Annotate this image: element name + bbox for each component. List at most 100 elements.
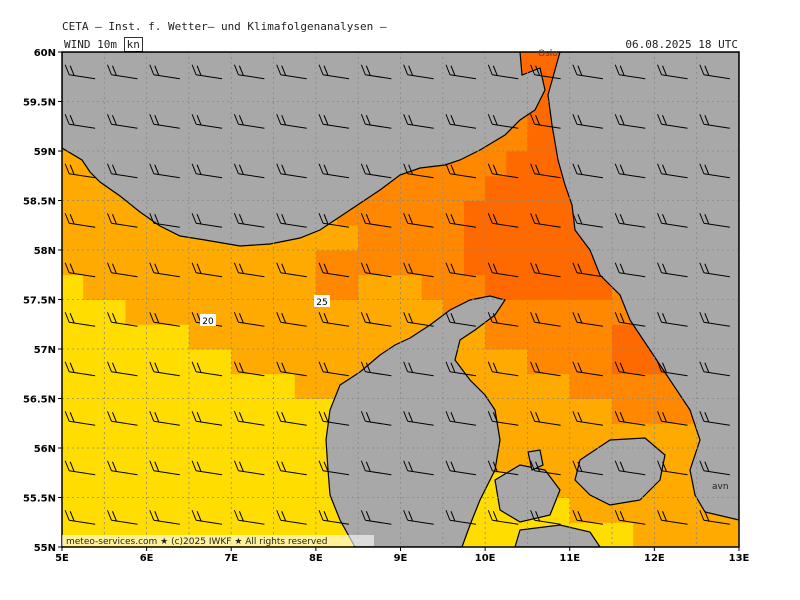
wind-barb <box>360 411 392 426</box>
wind-barb <box>445 312 477 327</box>
wind-barb <box>360 262 392 278</box>
wind-barb <box>276 114 307 129</box>
wind-barb <box>318 64 350 80</box>
wind-cell <box>527 423 550 449</box>
wind-cell <box>210 497 232 523</box>
wind-barb <box>318 163 350 179</box>
contour-label-box <box>314 295 330 307</box>
wind-barb <box>403 460 434 476</box>
wind-cell <box>485 373 507 399</box>
wind-barb <box>233 510 265 525</box>
wind-barb <box>657 361 688 377</box>
wind-cell <box>294 274 317 300</box>
wind-barb <box>487 163 519 179</box>
wind-barb <box>107 262 138 278</box>
wind-cell <box>463 225 486 251</box>
wind-cell <box>379 299 401 325</box>
wind-cell <box>146 472 169 498</box>
wind-barb <box>107 361 138 377</box>
wind-cell <box>294 324 317 350</box>
wind-cell <box>590 373 613 399</box>
wind-cell <box>654 522 677 547</box>
wind-cell <box>463 175 486 201</box>
wind-barb <box>487 64 519 80</box>
wind-barb <box>530 114 561 129</box>
wind-cell <box>83 324 105 350</box>
wind-cell <box>210 274 232 300</box>
wind-barb <box>191 361 223 377</box>
wind-cell <box>125 398 148 424</box>
wind-barb <box>530 361 561 377</box>
wind-cell <box>231 324 253 350</box>
wind-barb <box>318 213 350 228</box>
wind-barb <box>572 114 603 129</box>
wind-cell <box>83 398 105 424</box>
wind-cell <box>315 324 338 350</box>
wind-barb <box>107 114 138 129</box>
wind-cell <box>442 175 465 201</box>
wind-cell <box>717 522 739 547</box>
wind-cell <box>146 423 169 449</box>
wind-cell <box>294 373 317 399</box>
wind-cell <box>527 175 550 201</box>
wind-cell <box>210 250 232 276</box>
lat-label: 58N <box>34 246 56 257</box>
wind-barb <box>614 361 646 377</box>
wind-barb <box>233 163 265 179</box>
wind-barb <box>699 213 730 228</box>
wind-barb <box>107 312 138 327</box>
wind-cell <box>210 324 232 350</box>
wind-cell <box>633 373 655 399</box>
lat-label: 59.5N <box>23 98 56 109</box>
wind-barb <box>233 361 265 377</box>
wind-barb <box>149 262 180 278</box>
wind-cell <box>315 373 338 399</box>
contour-label-box <box>200 314 216 326</box>
wind-cell <box>188 472 211 498</box>
wind-barb <box>699 510 730 525</box>
wind-barb <box>191 163 223 179</box>
wind-cell <box>83 274 105 300</box>
wind-cell <box>125 448 148 474</box>
wind-cell <box>104 324 126 350</box>
wind-cell <box>527 225 550 251</box>
lat-label: 58.5N <box>23 197 56 208</box>
wind-cell <box>421 250 444 276</box>
wind-barb <box>445 163 477 179</box>
wind-cell <box>569 274 592 300</box>
wind-cell <box>569 324 592 350</box>
wind-cell <box>125 497 148 523</box>
wind-cell <box>62 472 84 498</box>
wind-cell <box>463 274 486 300</box>
wind-barb <box>149 510 180 525</box>
wind-cell <box>146 274 169 300</box>
wind-cell <box>506 175 528 201</box>
wind-barb <box>657 411 688 426</box>
wind-cell <box>188 373 211 399</box>
wind-barb <box>572 460 603 476</box>
wind-cell <box>62 423 84 449</box>
lat-label: 57.5N <box>23 296 56 307</box>
wind-cell <box>506 200 528 226</box>
wind-barb <box>445 114 477 129</box>
wind-cell <box>633 497 655 523</box>
wind-barb <box>572 163 603 179</box>
wind-barb <box>657 114 688 129</box>
wind-cell <box>210 398 232 424</box>
wind-barb <box>233 64 265 80</box>
wind-barb <box>191 411 223 426</box>
wind-barb <box>487 510 519 525</box>
wind-cell <box>125 299 148 325</box>
wind-barb <box>614 262 646 278</box>
wind-barb <box>64 163 96 179</box>
longitude-labels: 5E 6E 7E 8E 9E 10E 11E 12E 13E <box>55 553 749 564</box>
wind-cell <box>590 324 613 350</box>
wind-cell <box>633 349 655 375</box>
wind-cell <box>273 423 296 449</box>
wind-cell <box>62 324 84 350</box>
wind-barb <box>149 411 180 426</box>
wind-cell <box>273 274 296 300</box>
wind-cell <box>188 274 211 300</box>
wind-cell <box>337 349 359 375</box>
